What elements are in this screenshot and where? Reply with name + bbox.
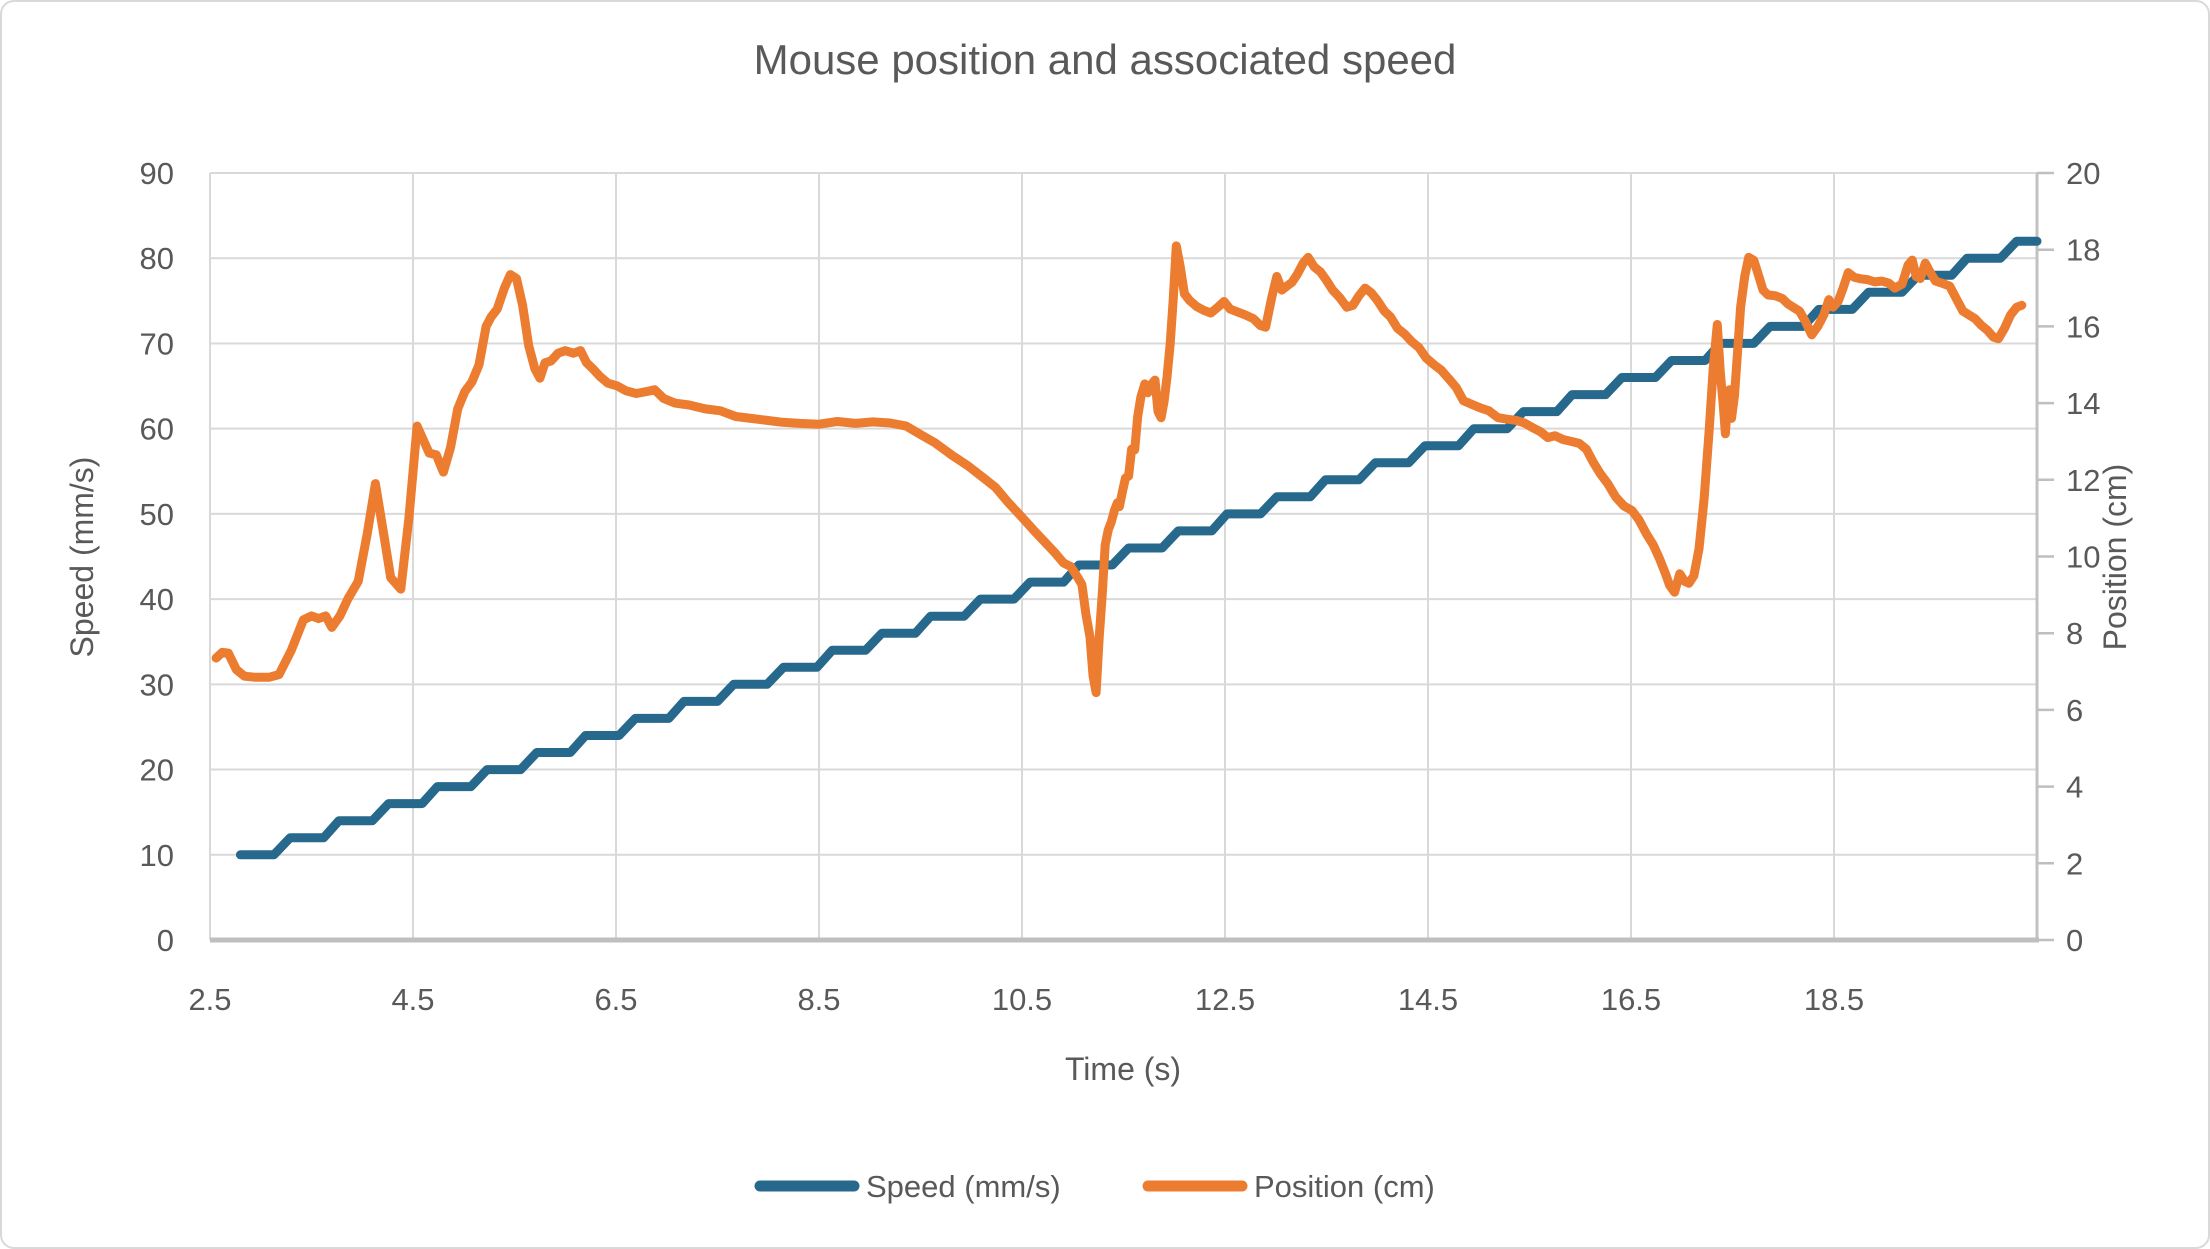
- right-axis-tick-label: 16: [2066, 309, 2100, 344]
- left-axis-title: Speed (mm/s): [64, 457, 100, 658]
- chart-title: Mouse position and associated speed: [754, 36, 1457, 83]
- x-axis-tick-label: 8.5: [797, 982, 840, 1017]
- right-axis-tick-label: 10: [2066, 540, 2100, 575]
- left-axis-tick-label: 70: [140, 326, 174, 361]
- data-series: [211, 236, 2042, 860]
- right-axis-tick-label: 12: [2066, 463, 2100, 498]
- left-axis-tick-label: 30: [140, 667, 174, 702]
- legend-label-position: Position (cm): [1254, 1169, 1435, 1204]
- right-axis-tick-label: 20: [2066, 156, 2100, 191]
- left-axis-tick-label: 0: [157, 923, 174, 958]
- x-axis-tick-label: 10.5: [992, 982, 1052, 1017]
- left-axis-tick-label: 10: [140, 838, 174, 873]
- left-axis-tick-label: 90: [140, 156, 174, 191]
- left-axis-tick-label: 20: [140, 753, 174, 788]
- right-axis-tick-label: 0: [2066, 923, 2083, 958]
- left-axis-tick-label: 40: [140, 582, 174, 617]
- right-axis-tick-labels: 0 2 4 6 8 10 12 14 16 18 20: [2066, 156, 2100, 958]
- speed-series-line: [235, 236, 2042, 860]
- x-axis-tick-label: 4.5: [391, 982, 434, 1017]
- x-axis-tick-labels: 2.5 4.5 6.5 8.5 10.5 12.5 14.5 16.5 18.5: [188, 982, 1864, 1017]
- left-axis-tick-label: 80: [140, 241, 174, 276]
- x-axis-tick-label: 12.5: [1195, 982, 1255, 1017]
- x-axis-tick-label: 2.5: [188, 982, 231, 1017]
- x-axis-tick-label: 6.5: [594, 982, 637, 1017]
- right-axis-tick-label: 6: [2066, 693, 2083, 728]
- legend-item-position: Position (cm): [1142, 1169, 1435, 1204]
- left-axis-tick-labels: 0 10 20 30 40 50 60 70 80 90: [140, 156, 174, 958]
- x-axis-tick-label: 14.5: [1398, 982, 1458, 1017]
- x-axis-title: Time (s): [1065, 1051, 1181, 1087]
- legend-label-speed: Speed (mm/s): [866, 1169, 1061, 1204]
- position-series-line: [211, 241, 2027, 698]
- right-axis-title: Position (cm): [2097, 464, 2133, 651]
- x-axis-tick-label: 18.5: [1804, 982, 1864, 1017]
- left-axis-tick-label: 60: [140, 412, 174, 447]
- legend-item-speed: Speed (mm/s): [754, 1169, 1061, 1204]
- left-axis-tick-label: 50: [140, 497, 174, 532]
- right-axis-tick-label: 18: [2066, 233, 2100, 268]
- x-axis-tick-label: 16.5: [1601, 982, 1661, 1017]
- right-axis-tick-label: 8: [2066, 616, 2083, 651]
- right-axis-tick-label: 2: [2066, 846, 2083, 881]
- right-axis-tick-label: 14: [2066, 386, 2100, 421]
- axis-lines: [209, 171, 2054, 943]
- legend: Speed (mm/s) Position (cm): [754, 1169, 1435, 1204]
- right-axis-tick-label: 4: [2066, 770, 2083, 805]
